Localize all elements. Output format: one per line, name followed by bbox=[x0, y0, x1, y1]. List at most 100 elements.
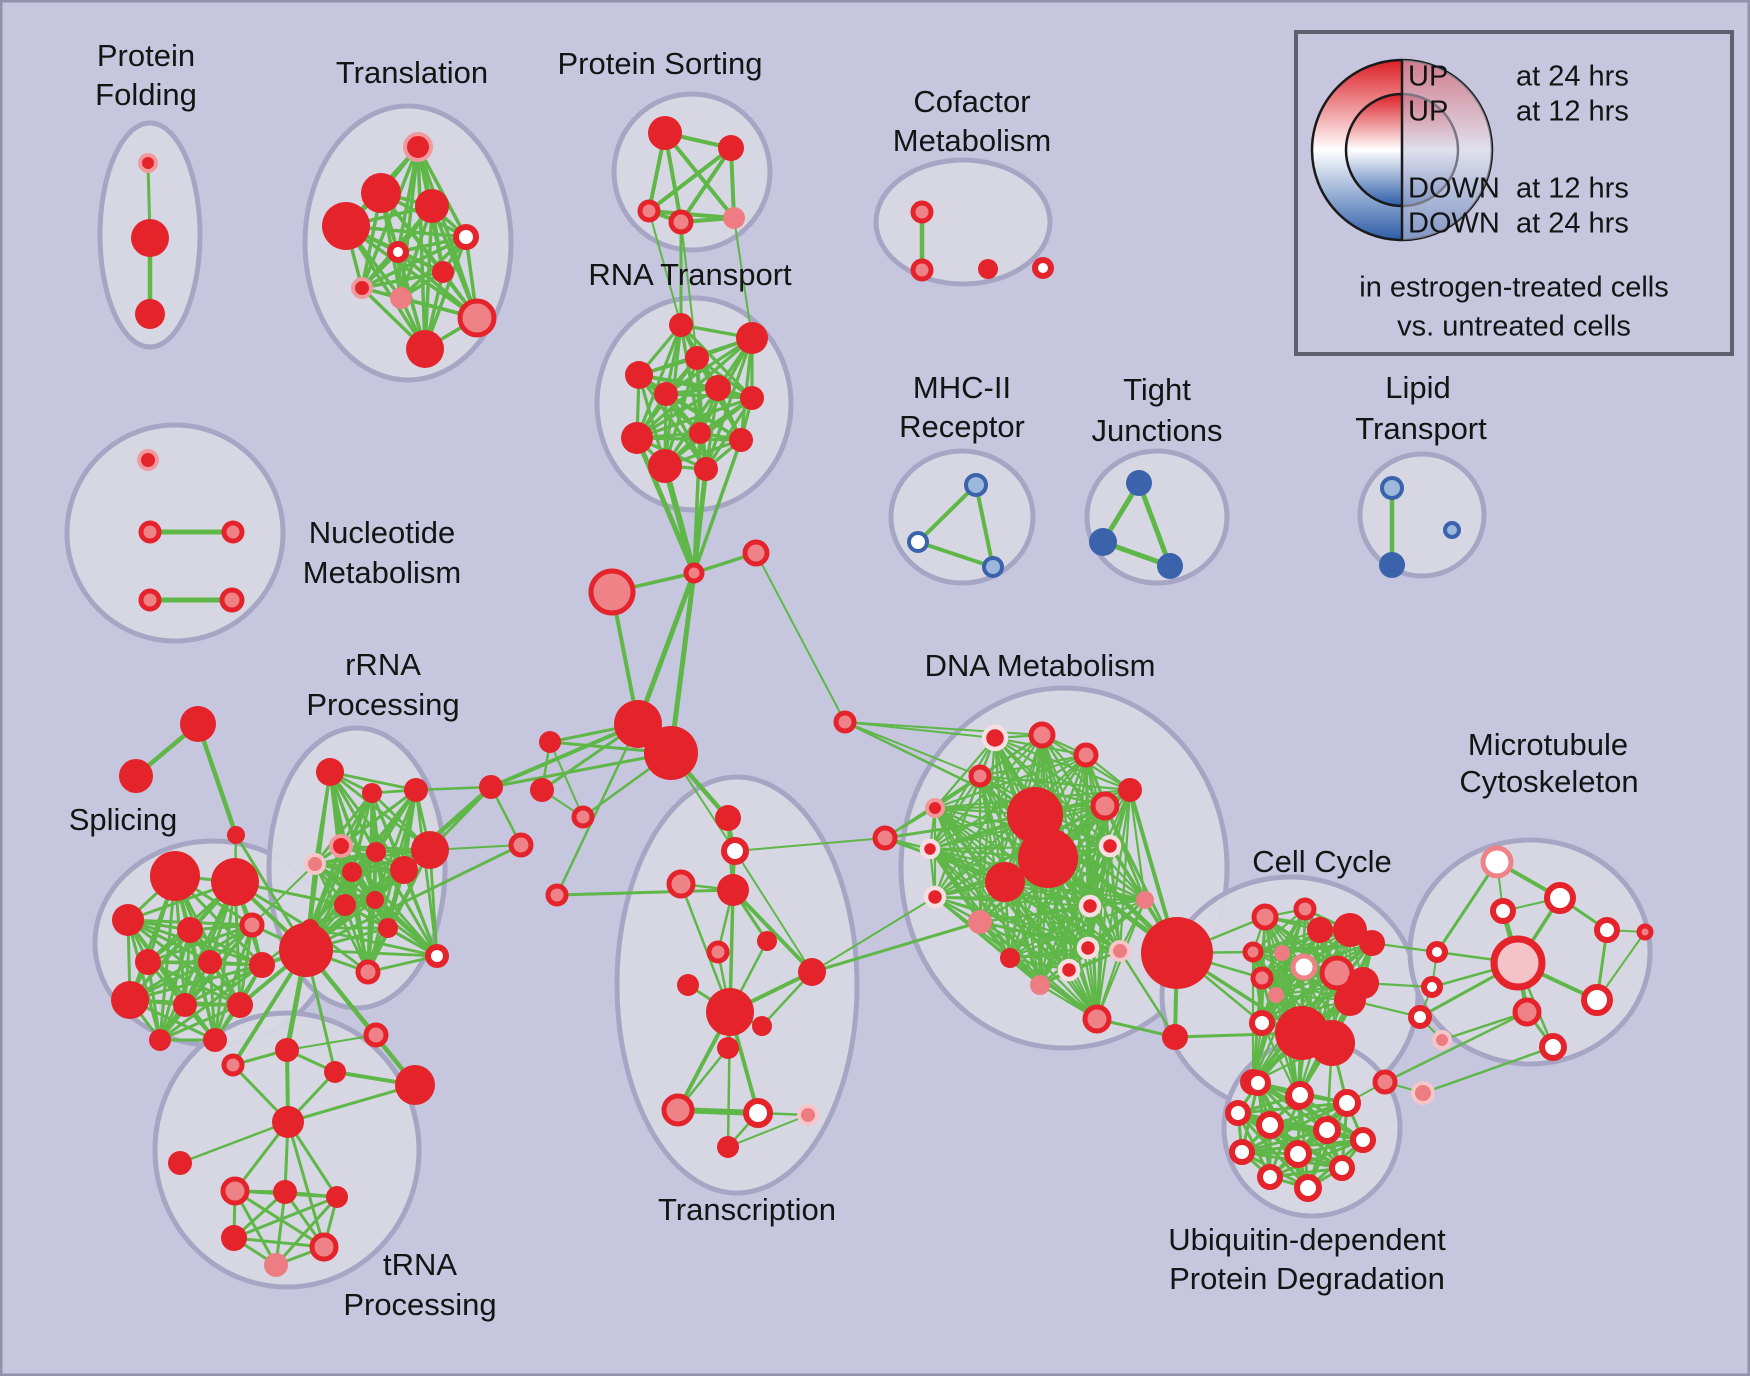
graph-edge bbox=[402, 868, 439, 958]
graph-edge bbox=[232, 1195, 339, 1240]
node-dmL bbox=[872, 825, 898, 851]
graph-edge bbox=[679, 146, 733, 224]
node-dm13 bbox=[1136, 891, 1154, 909]
node-dm16 bbox=[968, 910, 992, 934]
node-rt4 bbox=[685, 346, 709, 370]
node-rt3 bbox=[625, 361, 653, 389]
node-rr3 bbox=[404, 778, 428, 802]
node-dm23 bbox=[1141, 917, 1213, 989]
node-tc13 bbox=[743, 1098, 773, 1128]
node-tc6 bbox=[706, 940, 730, 964]
graph-edge bbox=[647, 209, 736, 220]
graph-edge bbox=[635, 336, 754, 440]
node-ub11 bbox=[1257, 1164, 1283, 1190]
node-rrH bbox=[279, 923, 333, 977]
node-mtB bbox=[1544, 882, 1576, 914]
graph-edge bbox=[844, 721, 996, 739]
cluster-label: Receptor bbox=[899, 409, 1025, 444]
node-pf2 bbox=[131, 219, 169, 257]
node-tnB bbox=[275, 1038, 299, 1062]
node-ub7 bbox=[1350, 1127, 1376, 1153]
cluster-label: MHC-II bbox=[913, 370, 1011, 405]
cluster-label: Processing bbox=[306, 687, 459, 722]
graph-edge bbox=[304, 843, 523, 952]
node-tc7 bbox=[677, 974, 699, 996]
node-tc12 bbox=[661, 1093, 695, 1127]
legend-direction-label: DOWN bbox=[1408, 173, 1500, 205]
node-cc13 bbox=[1334, 984, 1366, 1016]
node-tn6 bbox=[309, 1232, 339, 1262]
graph-edge bbox=[978, 920, 1071, 972]
node-mh1 bbox=[964, 473, 988, 497]
graph-edge bbox=[1136, 480, 1173, 569]
graph-edge bbox=[648, 210, 682, 326]
node-tn3 bbox=[273, 1180, 297, 1204]
node-tc10 bbox=[752, 1016, 772, 1036]
graph-edge bbox=[183, 963, 264, 1007]
node-mtH bbox=[1581, 984, 1613, 1016]
node-rt7 bbox=[740, 386, 764, 410]
node-h1 bbox=[683, 562, 705, 584]
node-cc10 bbox=[1359, 930, 1385, 956]
graph-edge bbox=[1435, 860, 1499, 954]
cluster-label: Cytoskeleton bbox=[1459, 764, 1638, 799]
node-mtA bbox=[1480, 845, 1514, 879]
cluster-label: Tight bbox=[1123, 372, 1191, 407]
graph-edge bbox=[635, 396, 754, 440]
node-tr7 bbox=[432, 261, 454, 283]
node-rt1 bbox=[669, 313, 693, 337]
node-sp1 bbox=[150, 851, 200, 901]
graph-edge bbox=[1118, 949, 1177, 1039]
graph-edge bbox=[274, 1190, 287, 1267]
cluster-label: Ubiquitin-dependent bbox=[1168, 1222, 1446, 1257]
node-mh2 bbox=[907, 531, 929, 553]
node-L3 bbox=[571, 805, 595, 829]
node-rr2 bbox=[362, 783, 382, 803]
node-cc6 bbox=[1250, 966, 1274, 990]
graph-edge bbox=[1260, 928, 1322, 1025]
node-tr11 bbox=[406, 330, 444, 368]
node-cm2 bbox=[910, 258, 934, 282]
cluster-lipid-transport bbox=[1357, 451, 1487, 579]
graph-edge bbox=[733, 217, 753, 339]
graph-edge bbox=[1008, 956, 1099, 1021]
node-tr2 bbox=[361, 173, 401, 213]
graph-edge bbox=[978, 920, 1099, 1021]
node-cc20 bbox=[1372, 1069, 1398, 1095]
cluster-label: RNA Transport bbox=[588, 257, 792, 292]
node-nm3 bbox=[221, 520, 245, 544]
legend-time-label: at 12 hrs bbox=[1516, 173, 1629, 205]
node-cm3 bbox=[978, 259, 998, 279]
node-tn5 bbox=[221, 1225, 247, 1251]
node-rr8 bbox=[390, 856, 418, 884]
graph-edge bbox=[1240, 1128, 1329, 1154]
node-rt11 bbox=[648, 449, 682, 483]
graph-edge bbox=[978, 774, 1132, 792]
node-dm20 bbox=[1109, 940, 1131, 962]
node-cc15 bbox=[1309, 1020, 1355, 1066]
node-nm1 bbox=[137, 449, 159, 471]
graph-edge bbox=[313, 791, 374, 866]
node-tnH bbox=[272, 1106, 304, 1138]
graph-edge bbox=[555, 888, 735, 897]
graph-edge bbox=[308, 926, 439, 958]
graph-edge bbox=[843, 720, 1037, 817]
graph-edge bbox=[916, 483, 978, 544]
node-cm1 bbox=[910, 200, 934, 224]
graph-edge bbox=[1421, 1045, 1555, 1095]
graph-edge bbox=[933, 895, 1092, 908]
node-sp6 bbox=[135, 949, 161, 975]
cluster-label: Transport bbox=[1355, 411, 1487, 446]
legend-caption: vs. untreated cells bbox=[1397, 311, 1631, 343]
node-L2 bbox=[530, 778, 554, 802]
graph-edge bbox=[430, 204, 479, 320]
node-ps4 bbox=[668, 209, 694, 235]
graph-edge bbox=[374, 850, 439, 958]
node-rt10 bbox=[729, 428, 753, 452]
graph-edge bbox=[344, 224, 427, 351]
node-ub12 bbox=[1294, 1174, 1322, 1202]
node-rr1 bbox=[316, 758, 344, 786]
node-dm17 bbox=[1000, 948, 1020, 968]
graph-edge bbox=[635, 436, 743, 442]
